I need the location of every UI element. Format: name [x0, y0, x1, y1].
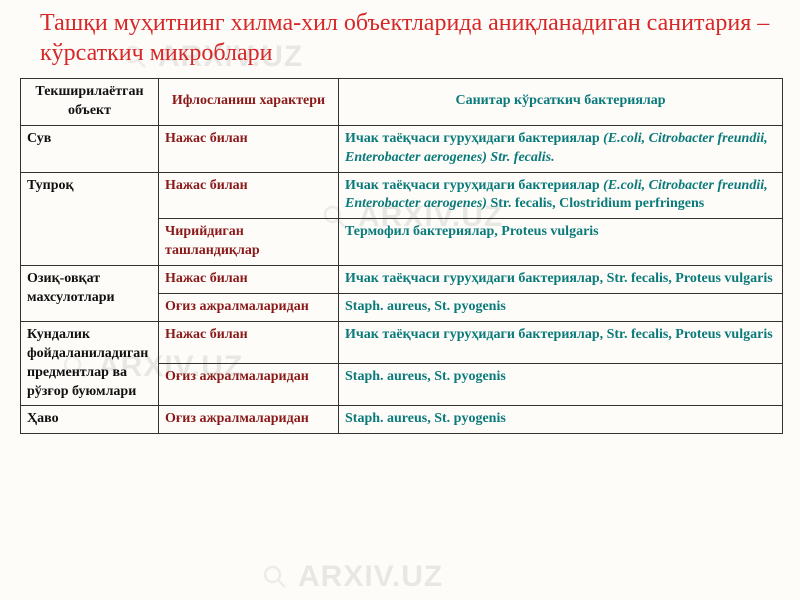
cell-description: Ичак таёқчаси гуруҳидаги бактериялар, St…	[339, 266, 783, 294]
cell-character: Нажас билан	[159, 172, 339, 219]
cell-object: Ҳаво	[21, 406, 159, 434]
cell-object: Тупроқ	[21, 172, 159, 266]
cell-description: Staph. aureus, St. pyogenis	[339, 364, 783, 406]
cell-description: Ичак таёқчаси гуруҳидаги бактериялар, St…	[339, 321, 783, 363]
cell-description: Staph. aureus, St. pyogenis	[339, 294, 783, 322]
cell-description: Термофил бактериялар, Proteus vulgaris	[339, 219, 783, 266]
cell-description: Ичак таёқчаси гуруҳидаги бактериялар (E.…	[339, 125, 783, 172]
col-header-bacteria: Санитар кўрсаткич бактериялар	[339, 79, 783, 126]
cell-character: Оғиз ажралмаларидан	[159, 294, 339, 322]
col-header-character: Ифлосланиш характери	[159, 79, 339, 126]
cell-character: Оғиз ажралмаларидан	[159, 364, 339, 406]
table-header-row: Текширилаётган объект Ифлосланиш характе…	[21, 79, 783, 126]
cell-character: Нажас билан	[159, 125, 339, 172]
page-title: Ташқи муҳитнинг хилма-хил объектларида а…	[0, 0, 800, 78]
cell-object: Озиқ-овқат махсулотлари	[21, 266, 159, 322]
col-header-object: Текширилаётган объект	[21, 79, 159, 126]
cell-character: Нажас билан	[159, 266, 339, 294]
table-row: Сув Нажас билан Ичак таёқчаси гуруҳидаги…	[21, 125, 783, 172]
cell-description: Ичак таёқчаси гуруҳидаги бактериялар (E.…	[339, 172, 783, 219]
cell-character: Оғиз ажралмаларидан	[159, 406, 339, 434]
table-row: Тупроқ Нажас билан Ичак таёқчаси гуруҳид…	[21, 172, 783, 219]
table-row: Кундалик фойдаланиладиган предментлар ва…	[21, 321, 783, 363]
main-table: Текширилаётган объект Ифлосланиш характе…	[20, 78, 783, 434]
cell-character: Нажас билан	[159, 321, 339, 363]
table-row: Ҳаво Оғиз ажралмаларидан Staph. aureus, …	[21, 406, 783, 434]
cell-description: Staph. aureus, St. pyogenis	[339, 406, 783, 434]
cell-character: Чирийдиган ташландиқлар	[159, 219, 339, 266]
cell-object: Кундалик фойдаланиладиган предментлар ва…	[21, 321, 159, 406]
table-row: Озиқ-овқат махсулотлари Нажас билан Ичак…	[21, 266, 783, 294]
cell-object: Сув	[21, 125, 159, 172]
watermark: ARXIV.UZ	[260, 560, 443, 594]
